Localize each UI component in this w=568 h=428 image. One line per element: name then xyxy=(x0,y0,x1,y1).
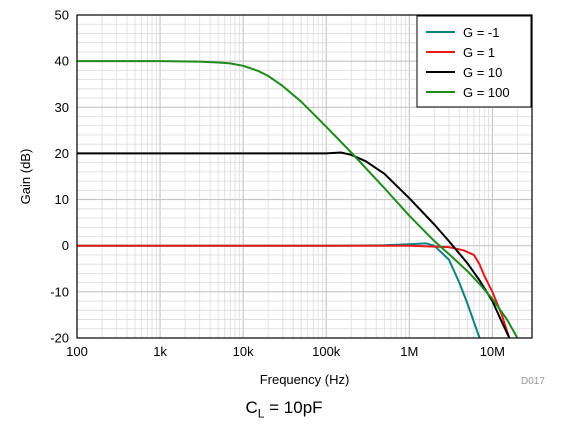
series-lines xyxy=(77,60,519,339)
x-tick-label: 1M xyxy=(400,344,418,359)
caption-main: C xyxy=(245,398,258,417)
figure-caption: CL = 10pF xyxy=(0,398,568,420)
legend-entry-label: G = 1 xyxy=(463,45,495,60)
y-tick-label: 50 xyxy=(55,8,69,23)
series-line-4 xyxy=(77,60,519,339)
y-tick-label: 30 xyxy=(55,100,69,115)
x-tick-labels: 100 1k 10k 100k 1M 10M xyxy=(66,344,505,359)
y-tick-label: -20 xyxy=(50,331,69,346)
legend-entry-label: G = 100 xyxy=(463,85,510,100)
y-tick-label: -10 xyxy=(50,284,69,299)
figure-reference-label: D017 xyxy=(521,376,545,387)
caption-subscript: L xyxy=(257,406,265,421)
series-line-1 xyxy=(77,242,481,339)
legend-entry-label: G = -1 xyxy=(463,25,500,40)
plot-frame xyxy=(76,14,533,339)
legend-entry-label: G = 10 xyxy=(463,65,502,80)
x-tick-label: 1k xyxy=(153,344,167,359)
y-tick-label: 20 xyxy=(55,146,69,161)
x-tick-label: 10M xyxy=(480,344,505,359)
y-axis-label: Gain (dB) xyxy=(18,149,33,205)
legend: G = -1 G = 1 G = 10 G = 100 xyxy=(416,15,532,108)
y-tick-label: 10 xyxy=(55,192,69,207)
x-tick-label: 10k xyxy=(233,344,254,359)
y-tick-label: 40 xyxy=(55,54,69,69)
y-tick-labels: -20 -10 0 10 20 30 40 50 xyxy=(50,8,69,346)
caption-rest: = 10pF xyxy=(264,398,323,417)
series-line-2 xyxy=(77,244,511,339)
x-tick-label: 100k xyxy=(312,344,341,359)
y-tick-label: 0 xyxy=(62,238,69,253)
x-axis-label: Frequency (Hz) xyxy=(260,372,350,387)
x-tick-label: 100 xyxy=(66,344,88,359)
